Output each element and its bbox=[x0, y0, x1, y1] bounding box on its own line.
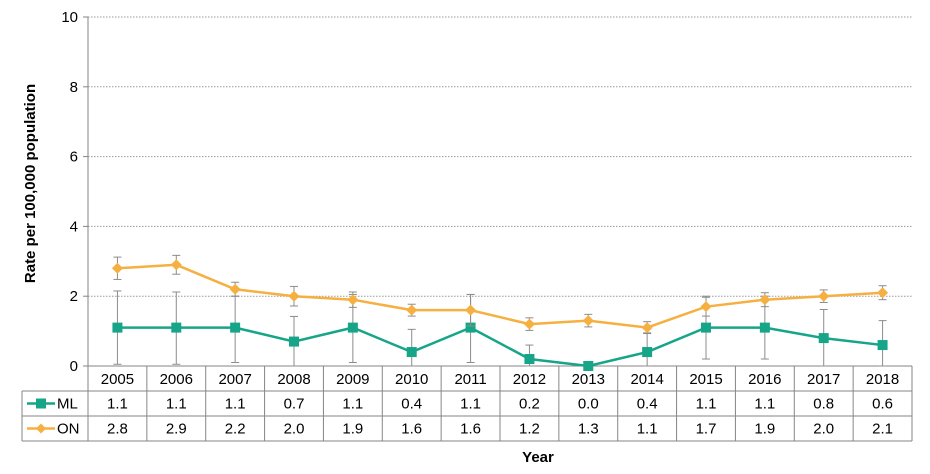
series-line bbox=[117, 263, 883, 329]
data-table-cell: 1.9 bbox=[342, 421, 363, 438]
x-tick-label: 2005 bbox=[101, 371, 134, 388]
data-table-cell: 0.4 bbox=[401, 396, 422, 413]
data-point bbox=[818, 333, 829, 344]
legend-key-marker bbox=[36, 423, 46, 434]
x-tick-label: 2017 bbox=[807, 371, 840, 388]
data-table-cell: 0.2 bbox=[519, 396, 540, 413]
data-point bbox=[877, 340, 888, 351]
y-tick-label: 2 bbox=[70, 288, 78, 305]
data-table-cell: 0.0 bbox=[578, 396, 599, 413]
data-table-cell: 2.0 bbox=[284, 421, 305, 438]
x-tick-label: 2015 bbox=[689, 371, 722, 388]
data-point bbox=[229, 283, 241, 295]
x-tick-label: 2013 bbox=[572, 371, 605, 388]
data-point bbox=[759, 322, 770, 333]
x-tick-label: 2012 bbox=[513, 371, 546, 388]
data-point bbox=[582, 315, 594, 327]
y-tick-label: 4 bbox=[70, 218, 78, 235]
data-table-cell: 1.1 bbox=[166, 396, 187, 413]
data-table-cell: 1.1 bbox=[696, 396, 717, 413]
x-tick-label: 2016 bbox=[748, 371, 781, 388]
data-table-cell: 1.9 bbox=[754, 421, 775, 438]
x-tick-label: 2009 bbox=[336, 371, 369, 388]
data-point bbox=[406, 304, 418, 316]
data-point bbox=[642, 347, 653, 358]
data-table-cell: 2.0 bbox=[813, 421, 834, 438]
legend-key-marker bbox=[36, 398, 46, 409]
data-table-cell: 1.6 bbox=[401, 421, 422, 438]
data-point bbox=[818, 290, 830, 302]
data-point bbox=[406, 347, 417, 358]
y-tick-label: 0 bbox=[70, 358, 78, 375]
data-point bbox=[759, 294, 771, 306]
data-table-cell: 1.2 bbox=[519, 421, 540, 438]
legend-label: ML bbox=[57, 396, 78, 413]
data-point bbox=[877, 287, 889, 299]
data-point bbox=[230, 322, 241, 333]
x-tick-label: 2006 bbox=[160, 371, 193, 388]
data-point bbox=[289, 336, 299, 347]
data-table-cell: 2.8 bbox=[107, 421, 128, 438]
series-line bbox=[117, 326, 883, 368]
x-tick-label: 2018 bbox=[866, 371, 899, 388]
x-tick-label: 2014 bbox=[630, 371, 663, 388]
data-table-cell: 0.7 bbox=[284, 396, 305, 413]
y-tick-label: 6 bbox=[70, 149, 78, 166]
data-point bbox=[171, 322, 182, 333]
data-table-cell: 2.9 bbox=[166, 421, 187, 438]
y-axis-title: Rate per 100,000 population bbox=[22, 84, 39, 283]
x-tick-label: 2008 bbox=[277, 371, 310, 388]
data-table-cell: 1.1 bbox=[460, 396, 481, 413]
legend-label: ON bbox=[57, 421, 80, 438]
data-table-cell: 0.6 bbox=[872, 396, 893, 413]
data-point bbox=[465, 304, 477, 316]
data-point bbox=[524, 354, 535, 365]
data-table-cell: 0.4 bbox=[637, 396, 658, 413]
data-point bbox=[347, 294, 359, 306]
data-point bbox=[170, 259, 182, 271]
data-table-cell: 1.1 bbox=[107, 396, 128, 413]
data-point bbox=[112, 322, 123, 333]
data-table-cell: 0.8 bbox=[813, 396, 834, 413]
x-axis-title: Year bbox=[522, 449, 554, 466]
data-table-cell: 2.2 bbox=[225, 421, 246, 438]
data-table-cell: 1.1 bbox=[637, 421, 658, 438]
data-table-cell: 1.1 bbox=[342, 396, 363, 413]
data-point bbox=[111, 262, 123, 274]
data-table-cell: 1.1 bbox=[225, 396, 246, 413]
data-point bbox=[347, 322, 358, 333]
data-point bbox=[641, 322, 653, 334]
y-tick-label: 10 bbox=[61, 9, 78, 26]
data-table-cell: 2.1 bbox=[872, 421, 893, 438]
data-table-cell: 1.1 bbox=[754, 396, 775, 413]
x-tick-label: 2007 bbox=[218, 371, 251, 388]
data-table-cell: 1.6 bbox=[460, 421, 481, 438]
data-point bbox=[700, 301, 712, 313]
y-tick-label: 8 bbox=[70, 79, 78, 96]
data-table-cell: 1.7 bbox=[696, 421, 717, 438]
data-point bbox=[701, 322, 711, 333]
x-tick-label: 2011 bbox=[454, 371, 486, 388]
data-point bbox=[288, 290, 300, 302]
data-table-cell: 1.3 bbox=[578, 421, 599, 438]
data-point bbox=[523, 318, 535, 330]
data-point bbox=[583, 361, 594, 371]
x-tick-label: 2010 bbox=[395, 371, 428, 388]
data-point bbox=[465, 322, 476, 333]
